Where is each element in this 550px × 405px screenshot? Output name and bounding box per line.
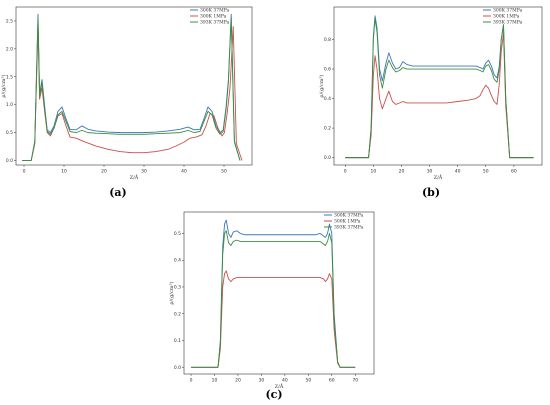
x-tick-label: 30 bbox=[141, 169, 147, 175]
plot-frame bbox=[183, 211, 375, 375]
legend-label: 300K 1MPa bbox=[493, 14, 520, 20]
y-tick-label: 0.1 bbox=[174, 338, 181, 344]
x-tick-label: 40 bbox=[455, 169, 461, 175]
series-line bbox=[191, 230, 356, 368]
y-tick-label: 0.4 bbox=[174, 258, 181, 264]
y-tick-label: 1.0 bbox=[6, 102, 13, 108]
plot-frame bbox=[333, 6, 543, 166]
legend-label: 393K 37MPa bbox=[493, 20, 523, 26]
series-line bbox=[191, 270, 356, 368]
series-line bbox=[345, 33, 534, 159]
x-tick-label: 40 bbox=[282, 378, 288, 384]
panel-label: (c) bbox=[265, 388, 282, 401]
panel-label: (b) bbox=[422, 186, 440, 199]
y-tick-label: 2.5 bbox=[6, 18, 13, 24]
x-tick-label: 0 bbox=[23, 169, 26, 175]
x-tick-label: 50 bbox=[305, 378, 311, 384]
legend-label: 393K 37MPa bbox=[200, 20, 230, 26]
x-tick-label: 0 bbox=[190, 378, 193, 384]
series-line bbox=[22, 26, 243, 161]
legend-label: 300K 37MPa bbox=[493, 8, 523, 14]
y-axis-label: ρ/(g/cm³) bbox=[168, 281, 175, 304]
y-tick-label: 0.5 bbox=[6, 130, 13, 136]
x-tick-label: 10 bbox=[370, 169, 376, 175]
y-axis-label: ρ/(g/cm³) bbox=[0, 74, 7, 97]
legend-label: 300K 37MPa bbox=[200, 8, 230, 14]
x-tick-label: 60 bbox=[329, 378, 335, 384]
x-tick-label: 0 bbox=[344, 169, 347, 175]
panel-b: 0 10 20 30 40 50 60 0.0 0.2 0.4 0.6 0.8 Z/Å ρ/(g/cm³)… bbox=[318, 6, 543, 199]
panel-c: 0 10 20 30 40 50 60 70 0.0 0.1 0.2 0.3 0.4 0.5 Z/Å ρ/(g… bbox=[168, 211, 375, 401]
y-tick-label: 0.8 bbox=[324, 37, 331, 43]
x-tick-label: 50 bbox=[221, 169, 227, 175]
x-axis-label: Z/Å bbox=[275, 382, 284, 390]
series-line bbox=[22, 17, 241, 161]
y-tick-label: 0.3 bbox=[174, 284, 181, 290]
legend-label: 300K 1MPa bbox=[334, 219, 361, 225]
x-tick-label: 50 bbox=[483, 169, 489, 175]
y-tick-label: 2.0 bbox=[6, 46, 13, 52]
x-tick-label: 30 bbox=[259, 378, 265, 384]
x-tick-label: 70 bbox=[352, 378, 358, 384]
x-tick-label: 20 bbox=[101, 169, 107, 175]
x-tick-label: 20 bbox=[399, 169, 405, 175]
x-axis-label: Z/Å bbox=[434, 173, 443, 181]
y-tick-label: 0.0 bbox=[324, 155, 331, 161]
x-tick-label: 30 bbox=[427, 169, 433, 175]
series-line bbox=[191, 219, 356, 368]
panel-label: (a) bbox=[109, 186, 127, 199]
y-tick-label: 1.5 bbox=[6, 74, 13, 80]
y-tick-label: 0.5 bbox=[174, 231, 181, 237]
y-tick-label: 0.2 bbox=[174, 311, 181, 317]
series-line bbox=[345, 18, 534, 159]
y-tick-label: 0.0 bbox=[6, 158, 13, 164]
legend-label: 393K 37MPa bbox=[334, 225, 364, 231]
plot-frame bbox=[15, 6, 253, 166]
x-axis-label: Z/Å bbox=[130, 173, 139, 181]
y-tick-label: 0.0 bbox=[174, 365, 181, 371]
x-tick-label: 10 bbox=[61, 169, 67, 175]
panel-a: 0 10 20 30 40 50 0.0 0.5 1.0 1.5 2.0 2.5 Z/Å ρ/(g/cm³… bbox=[0, 6, 253, 199]
y-tick-label: 0.6 bbox=[324, 67, 331, 73]
y-tick-label: 0.2 bbox=[324, 126, 331, 132]
x-tick-label: 10 bbox=[212, 378, 218, 384]
y-tick-label: 0.4 bbox=[324, 96, 331, 102]
legend-label: 300K 1MPa bbox=[200, 14, 227, 20]
x-tick-label: 60 bbox=[511, 169, 517, 175]
y-axis-label: ρ/(g/cm³) bbox=[318, 74, 325, 97]
series-line bbox=[22, 13, 241, 161]
legend-label: 300K 37MPa bbox=[334, 213, 364, 219]
x-tick-label: 20 bbox=[235, 378, 241, 384]
x-tick-label: 40 bbox=[181, 169, 187, 175]
